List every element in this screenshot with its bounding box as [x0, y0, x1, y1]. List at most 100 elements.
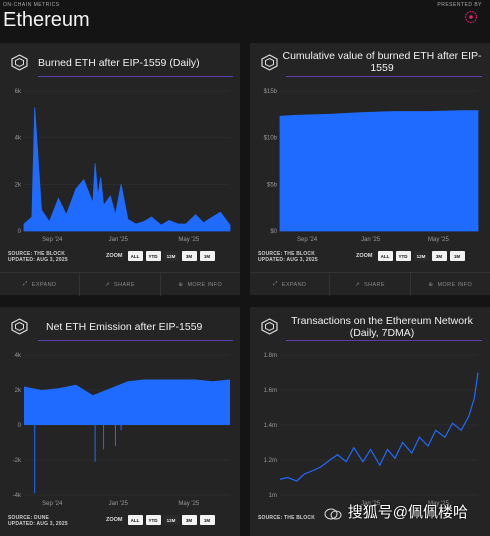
share-button[interactable]: ↗ SHARE: [80, 273, 161, 296]
zoom-3m-button[interactable]: 3M: [431, 251, 447, 261]
zoom-ytd-button[interactable]: YTD: [145, 515, 161, 525]
y-tick-label: $5b: [267, 182, 278, 188]
series-bars: [24, 379, 230, 425]
chart-panel-cumulative: Cumulative value of burned ETH after EIP…: [250, 43, 490, 296]
zoom-12m-button[interactable]: 12M: [163, 251, 179, 261]
series-line: [279, 372, 479, 482]
updated-label: UPDATED: AUG 3, 2025: [258, 257, 318, 263]
chart-title: Net ETH Emission after EIP-1559: [46, 321, 203, 333]
y-tick-label: -2k: [13, 458, 22, 464]
more-info-icon: ⊕: [428, 281, 434, 288]
zoom-1m-button[interactable]: 1M: [449, 251, 465, 261]
block-cube-icon: [261, 54, 278, 71]
y-tick-label: 1.6m: [264, 388, 277, 394]
expand-label: EXPAND: [31, 281, 57, 288]
x-tick-label: Jan '25: [361, 501, 381, 507]
chart-title: Cumulative value of burned ETH after EIP…: [282, 50, 482, 74]
more-info-button[interactable]: ⊕ MORE INFO: [411, 273, 490, 296]
chart-panel-transactions: Transactions on the Ethereum Network (Da…: [250, 307, 490, 536]
panel-footer: ⤢ EXPAND ↗ SHARE ⊕ MORE INFO: [250, 272, 490, 296]
updated-label: UPDATED: AUG 3, 2025: [8, 521, 68, 527]
page-eyebrow: ON-CHAIN METRICS: [3, 2, 60, 8]
x-tick-label: May '25: [428, 501, 449, 507]
updated-label: UPDATED: AUG 3, 2025: [8, 257, 68, 263]
y-tick-label: 1m: [269, 493, 277, 499]
zoom-all-button[interactable]: ALL: [127, 251, 143, 261]
share-label: SHARE: [364, 281, 385, 288]
title-underline: [38, 76, 233, 77]
x-tick-label: Jan '25: [109, 237, 129, 243]
watermark-logo-icon: [324, 508, 342, 520]
chart-transactions: 1.8m 1.6m 1.4m 1.2m 1m Jan '25 May '25: [264, 353, 479, 507]
source-label: SOURCE: THE BLOCK: [258, 251, 316, 257]
source-note: SOURCE: DUNE UPDATED: AUG 3, 2025: [8, 515, 68, 527]
expand-button[interactable]: ⤢ EXPAND: [250, 273, 331, 296]
series-area: [279, 110, 479, 232]
more-info-button[interactable]: ⊕ MORE INFO: [161, 273, 240, 296]
y-tick-label: 0: [18, 423, 22, 429]
source-label: SOURCE: THE BLOCK: [8, 251, 66, 257]
chart-burned-daily: 6k 4k 2k 0 Sep '24 Jan '25 May '25: [15, 89, 231, 243]
y-tick-label: 4k: [15, 136, 22, 142]
zoom-label: ZOOM: [106, 517, 123, 523]
zoom-3m-button[interactable]: 3M: [181, 251, 197, 261]
x-tick-label: May '25: [428, 237, 449, 243]
source-note: SOURCE: THE BLOCK UPDATED: AUG 3, 2025: [8, 251, 68, 263]
zoom-ytd-button[interactable]: YTD: [395, 251, 411, 261]
zoom-1m-button[interactable]: 1M: [199, 251, 215, 261]
x-tick-label: Jan '25: [109, 501, 129, 507]
panel-footer: ⤢ EXPAND ↗ SHARE ⊕ MORE INFO: [0, 272, 240, 296]
expand-button[interactable]: ⤢ EXPAND: [0, 273, 81, 296]
page-title: Ethereum: [3, 9, 90, 31]
zoom-label: ZOOM: [106, 253, 123, 259]
zoom-12m-button[interactable]: 12M: [413, 251, 429, 261]
y-tick-label: 1.4m: [264, 423, 277, 429]
block-cube-icon: [11, 54, 28, 71]
zoom-1m-button[interactable]: 1M: [199, 515, 215, 525]
x-tick-label: Sep '24: [42, 237, 63, 243]
chart-panel-burned-daily: Burned ETH after EIP-1559 (Daily) 6k 4k 2k…: [0, 43, 240, 296]
y-tick-label: -4k: [13, 493, 22, 499]
x-tick-label: Sep '24: [42, 501, 63, 507]
chart-panel-net-emission: Net ETH Emission after EIP-1559 4k 2k 0 -2k…: [0, 307, 240, 536]
title-underline: [286, 76, 482, 77]
watermark-text: 搜狐号@佩佩楼哈: [347, 504, 468, 521]
sponsor-logo-icon: [464, 10, 478, 24]
zoom-all-button[interactable]: ALL: [127, 515, 143, 525]
y-tick-label: 0: [18, 229, 22, 235]
y-tick-label: 4k: [15, 353, 22, 359]
y-tick-label: 2k: [15, 388, 22, 394]
share-button[interactable]: ↗ SHARE: [330, 273, 411, 296]
zoom-controls: ZOOM ALL YTD 12M 3M 1M: [106, 251, 215, 261]
zoom-3m-button[interactable]: 3M: [181, 515, 197, 525]
zoom-all-button[interactable]: ALL: [377, 251, 393, 261]
chart-title: Burned ETH after EIP-1559 (Daily): [38, 57, 200, 69]
source-label: SOURCE: DUNE: [8, 515, 50, 521]
chart-title: Transactions on the Ethereum Network (Da…: [291, 315, 473, 339]
share-icon: ↗: [355, 281, 361, 288]
x-tick-label: May '25: [178, 237, 199, 243]
more-info-label: MORE INFO: [187, 281, 223, 288]
zoom-controls: ZOOM ALL YTD 12M 3M 1M: [106, 515, 215, 525]
y-tick-label: $0: [270, 229, 277, 235]
presented-by-label: PRESENTED BY: [437, 2, 482, 8]
zoom-label: ZOOM: [356, 253, 373, 259]
y-tick-label: $10b: [264, 136, 278, 142]
y-tick-label: $15b: [264, 89, 278, 95]
more-info-label: MORE INFO: [437, 281, 473, 288]
title-underline: [38, 340, 233, 341]
source-note: SOURCE: THE BLOCK UPDATED: AUG 3, 2025: [258, 251, 318, 263]
y-tick-label: 2k: [15, 182, 22, 188]
zoom-12m-button[interactable]: 12M: [163, 515, 179, 525]
block-cube-icon: [261, 318, 278, 335]
x-tick-label: Jan '25: [361, 237, 381, 243]
block-cube-icon: [11, 318, 28, 335]
share-label: SHARE: [114, 281, 135, 288]
y-tick-label: 1.2m: [264, 458, 277, 464]
source-note: SOURCE: THE BLOCK: [258, 515, 315, 521]
more-info-icon: ⊕: [178, 281, 184, 288]
zoom-ytd-button[interactable]: YTD: [145, 251, 161, 261]
zoom-controls: ZOOM ALL YTD 12M 3M 1M: [356, 251, 465, 261]
expand-icon: ⤢: [22, 281, 28, 287]
y-tick-label: 6k: [15, 89, 22, 95]
